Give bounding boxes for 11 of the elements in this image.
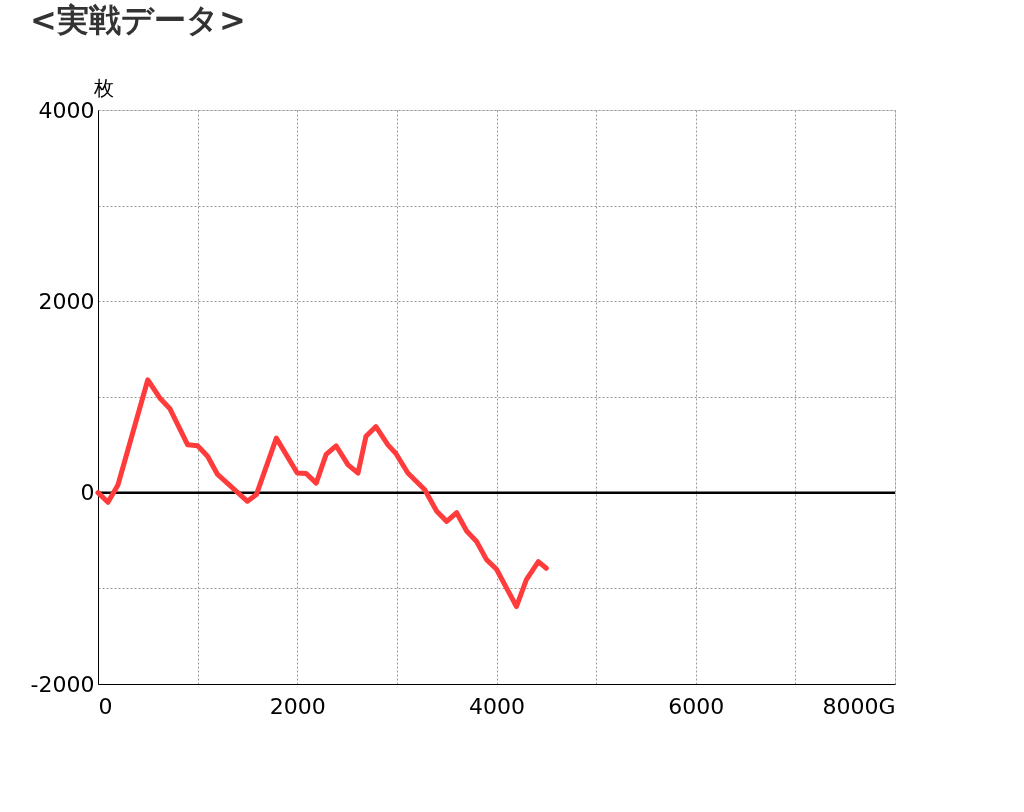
y-tick-label: 4000 (38, 97, 95, 123)
x-tick-label: 0 (98, 693, 113, 719)
y-tick-label: 0 (80, 480, 95, 506)
y-axis-title: 枚 (92, 75, 114, 100)
y-tick-label: 2000 (38, 288, 95, 314)
x-tick-label: 2000 (269, 693, 326, 719)
x-tick-label: 6000 (668, 693, 725, 719)
x-tick-label: 4000 (469, 693, 525, 719)
x-tick-label: 8000G (822, 693, 896, 719)
y-tick-label: -2000 (30, 671, 95, 697)
chart-title: <実戦データ> (30, 1, 246, 39)
